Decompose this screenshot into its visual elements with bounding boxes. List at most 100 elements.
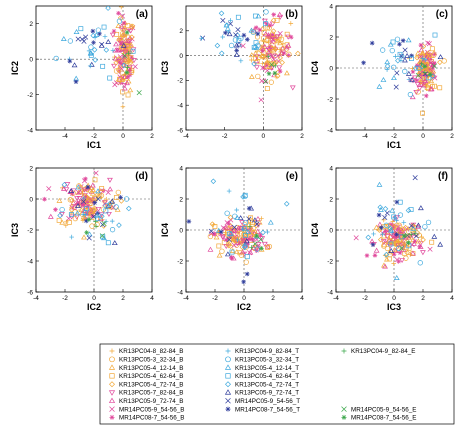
data-point [427, 246, 433, 252]
data-point [254, 246, 260, 252]
data-point [382, 214, 388, 221]
data-point [270, 28, 277, 34]
x-tick-label: 2 [300, 133, 304, 140]
data-point [271, 12, 277, 17]
x-tick-label: 2 [450, 133, 454, 140]
data-point [280, 41, 286, 47]
data-point [233, 51, 240, 57]
data-point [103, 47, 110, 53]
legend-marker [225, 373, 231, 379]
data-point [353, 235, 359, 241]
data-point [218, 229, 224, 235]
data-point [389, 240, 395, 245]
data-point [397, 212, 404, 218]
data-point [405, 37, 412, 43]
data-point [76, 183, 82, 189]
data-point [94, 221, 100, 228]
data-point [235, 27, 241, 33]
data-point [437, 241, 444, 247]
data-point [233, 248, 240, 254]
data-point [391, 251, 397, 257]
data-point [80, 212, 86, 217]
legend: KR13PC04-8_82-84_BKR13PC05-3_32-34_BKR13… [99, 343, 455, 425]
panel-label: (d) [135, 171, 148, 182]
data-point [390, 236, 397, 242]
legend-marker [225, 348, 231, 354]
data-point [88, 209, 95, 216]
data-point [388, 222, 394, 227]
data-point [417, 205, 424, 211]
x-axis-title: IC1 [387, 140, 401, 150]
data-point [245, 242, 250, 247]
y-tick-label: 0 [179, 53, 183, 60]
data-point [399, 226, 406, 232]
data-point [63, 187, 70, 193]
data-point [207, 233, 213, 240]
data-point [244, 239, 250, 245]
data-point [426, 41, 432, 47]
data-point [425, 55, 432, 61]
data-point [250, 219, 256, 225]
data-point [223, 30, 228, 36]
data-point [231, 296, 236, 301]
data-point [422, 57, 428, 63]
legend-marker [109, 348, 115, 354]
data-point [129, 24, 135, 30]
data-point [427, 86, 434, 92]
data-point [402, 47, 408, 53]
panel-b: -4 -2 0 2-6-4-202(b)IC3 [160, 5, 304, 140]
legend-entry: KR13PC05-3_32-34_T [225, 356, 299, 364]
data-point [223, 237, 229, 243]
data-point [389, 207, 396, 213]
data-point [230, 236, 235, 242]
data-point [81, 234, 87, 240]
data-point [405, 207, 412, 214]
data-point [274, 17, 280, 23]
data-point [272, 63, 278, 69]
data-point [380, 231, 385, 237]
y-tick-label: 4 [179, 165, 183, 172]
data-point [426, 58, 433, 64]
data-point [425, 50, 432, 56]
data-point [71, 204, 78, 210]
data-point [234, 207, 239, 213]
data-point [218, 50, 225, 57]
data-point [107, 186, 114, 192]
data-point [419, 61, 424, 67]
data-point [103, 208, 109, 214]
data-point [107, 177, 113, 183]
data-point [272, 70, 278, 76]
legend-entry: KR13PC05-4_12-14_T [224, 364, 299, 372]
data-point [249, 57, 254, 63]
data-point [244, 271, 250, 277]
data-point [106, 211, 112, 217]
data-point [253, 44, 260, 50]
data-point [406, 76, 412, 82]
legend-marker [341, 348, 347, 354]
data-point [235, 225, 242, 231]
y-tick-label: 0 [29, 56, 33, 63]
data-point [429, 83, 436, 90]
data-point [261, 241, 268, 247]
data-point [430, 62, 436, 68]
data-point [246, 216, 252, 222]
data-point [110, 48, 116, 53]
data-point [437, 85, 443, 91]
data-point [53, 207, 58, 212]
legend-marker [225, 356, 231, 363]
data-point [98, 212, 105, 218]
data-point [75, 184, 82, 190]
data-point [269, 31, 276, 37]
data-point [91, 47, 98, 53]
data-point [93, 170, 99, 176]
y-tick-label: 0 [179, 227, 183, 234]
data-point [288, 34, 294, 40]
data-point [391, 64, 397, 70]
data-point [99, 213, 105, 220]
data-point [121, 85, 128, 91]
data-point [423, 93, 429, 99]
data-point [224, 22, 230, 28]
data-point [57, 212, 63, 219]
data-point [437, 54, 444, 60]
data-point [407, 252, 413, 257]
